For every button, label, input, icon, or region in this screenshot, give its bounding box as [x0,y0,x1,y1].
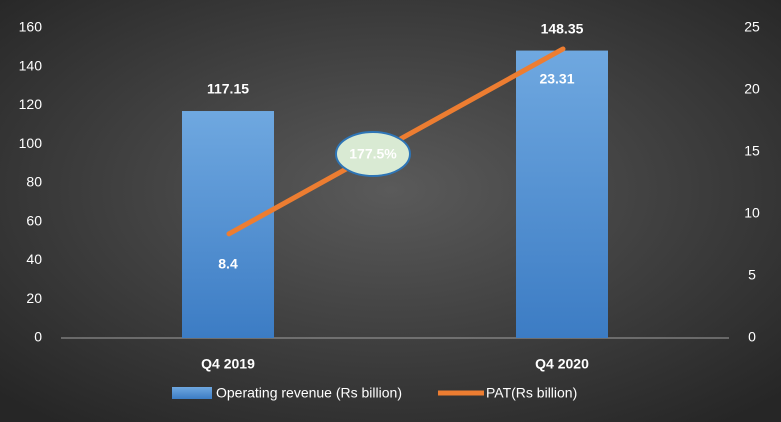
x-tick-label: Q4 2020 [535,356,589,372]
y-tick-label: 20 [26,290,42,306]
legend-label: PAT(Rs billion) [486,385,577,401]
bar-value-label: 117.15 [207,81,249,97]
bar [182,111,274,338]
y2-tick-label: 0 [748,329,756,345]
bar-value-label: 148.35 [541,20,584,36]
y-tick-label: 0 [34,329,42,345]
x-tick-label: Q4 2019 [201,356,255,372]
line-value-label: 8.4 [218,256,238,272]
y-tick-label: 80 [26,174,42,190]
y-tick-label: 160 [19,19,43,35]
legend-label: Operating revenue (Rs billion) [216,385,402,401]
legend-swatch [172,387,212,399]
annotation-bubble [335,131,411,177]
y2-tick-label: 10 [744,205,760,221]
y-tick-label: 120 [19,96,43,112]
y-tick-label: 140 [19,57,43,73]
line-value-label: 23.31 [539,71,574,87]
y2-tick-label: 25 [744,19,760,35]
y2-tick-label: 20 [744,81,760,97]
y-tick-label: 100 [19,135,43,151]
y-tick-label: 40 [26,251,42,267]
bar [516,50,608,339]
y2-tick-label: 5 [748,267,756,283]
y2-tick-label: 15 [744,143,760,159]
y-tick-label: 60 [26,212,42,228]
annotation: 177.5% [349,146,397,162]
